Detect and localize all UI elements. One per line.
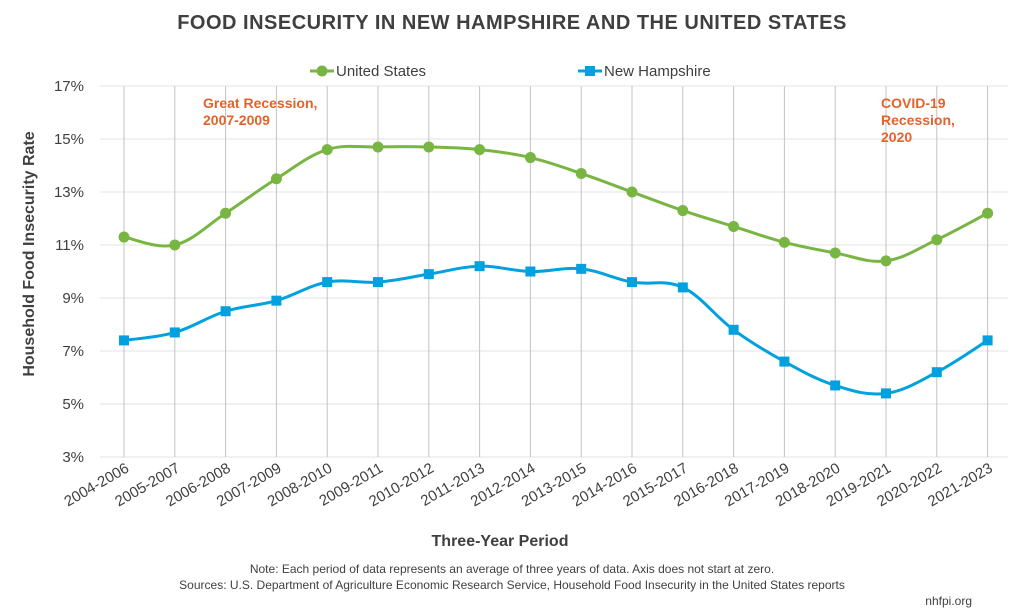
legend-marker	[585, 66, 595, 76]
new-hampshire-point	[525, 266, 536, 277]
united-states-point	[169, 239, 181, 251]
new-hampshire-point	[271, 295, 282, 306]
covid-recession-annotation: COVID-19 Recession, 2020	[881, 95, 955, 145]
united-states-point	[829, 247, 841, 259]
united-states-point	[270, 173, 282, 185]
new-hampshire-point	[728, 324, 739, 335]
united-states-point	[728, 220, 740, 232]
united-states-point	[575, 167, 587, 179]
y-tick-label: 3%	[62, 449, 84, 466]
united-states-point	[220, 207, 232, 219]
legend-label: New Hampshire	[604, 63, 711, 80]
annotation-line: 2007-2009	[203, 112, 270, 128]
new-hampshire-point	[119, 335, 129, 346]
legend-item-new-hampshire: New Hampshire	[578, 63, 711, 80]
new-hampshire-line	[123, 264, 989, 396]
new-hampshire-point	[830, 380, 841, 391]
y-tick-label: 11%	[55, 237, 84, 254]
new-hampshire-point	[982, 335, 993, 346]
legend-marker	[316, 65, 328, 77]
united-states-point	[931, 234, 943, 246]
y-tick-label: 9%	[62, 290, 84, 307]
new-hampshire-point	[779, 356, 790, 367]
new-hampshire-point	[931, 367, 942, 378]
united-states-point	[423, 141, 435, 153]
chart-title: FOOD INSECURITY IN NEW HAMPSHIRE AND THE…	[177, 12, 847, 34]
credit-text: nhfpi.org	[925, 594, 972, 608]
y-tick-label: 13%	[54, 184, 84, 201]
y-tick-label: 5%	[62, 396, 84, 413]
new-hampshire-point	[220, 306, 231, 317]
united-states-point	[778, 236, 790, 248]
great-recession-annotation: Great Recession, 2007-2009	[203, 95, 317, 128]
new-hampshire-point	[576, 263, 587, 274]
united-states-point	[524, 152, 536, 164]
new-hampshire-point	[474, 261, 485, 272]
united-states-point	[372, 141, 384, 153]
legend-label: United States	[336, 63, 426, 80]
annotation-line: 2020	[881, 129, 912, 145]
united-states-point	[118, 231, 130, 243]
annotation-line: Great Recession,	[203, 95, 317, 111]
united-states-point	[880, 255, 892, 267]
annotation-line: Recession,	[881, 112, 955, 128]
united-states-line	[123, 144, 989, 263]
new-hampshire-point	[373, 277, 383, 288]
new-hampshire-point	[169, 327, 180, 338]
united-states-point	[677, 205, 689, 217]
y-tick-label: 17%	[54, 78, 84, 95]
annotation-line: COVID-19	[881, 95, 946, 111]
united-states-point	[321, 144, 333, 156]
chart-note: Note: Each period of data represents an …	[249, 562, 775, 576]
y-axis-title: Household Food Insecurity Rate	[21, 131, 38, 376]
x-axis-title: Three-Year Period	[432, 533, 569, 550]
y-tick-label: 15%	[54, 131, 84, 148]
united-states-point	[626, 186, 638, 198]
new-hampshire-point	[322, 277, 333, 288]
chart-sources: Sources: U.S. Department of Agriculture …	[179, 578, 845, 592]
new-hampshire-point	[677, 282, 688, 293]
y-tick-label: 7%	[62, 343, 84, 360]
new-hampshire-point	[881, 388, 891, 399]
new-hampshire-point	[423, 269, 434, 280]
united-states-point	[474, 144, 486, 156]
legend-item-united-states: United States	[310, 63, 426, 80]
new-hampshire-point	[627, 277, 637, 288]
united-states-point	[982, 207, 994, 219]
